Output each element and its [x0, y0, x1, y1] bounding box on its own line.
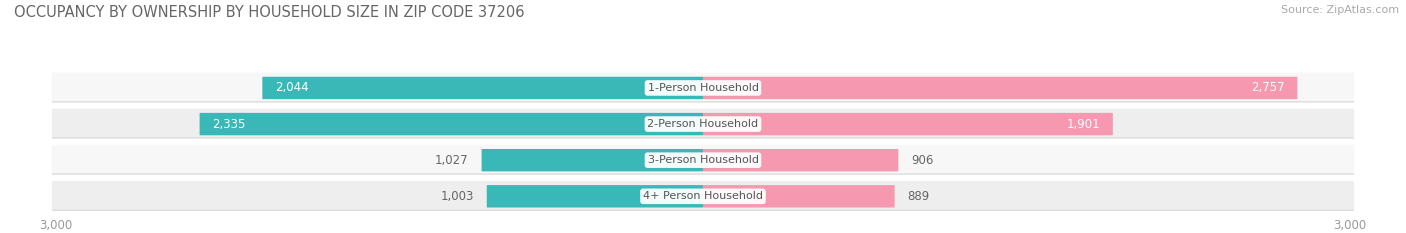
- FancyBboxPatch shape: [482, 149, 703, 171]
- FancyBboxPatch shape: [263, 77, 703, 99]
- FancyBboxPatch shape: [200, 113, 703, 135]
- Text: 889: 889: [908, 190, 929, 203]
- FancyBboxPatch shape: [703, 149, 898, 171]
- Text: 2-Person Household: 2-Person Household: [647, 119, 759, 129]
- FancyBboxPatch shape: [486, 185, 703, 208]
- FancyBboxPatch shape: [52, 146, 1354, 175]
- Text: 1-Person Household: 1-Person Household: [648, 83, 758, 93]
- Text: 1,901: 1,901: [1066, 118, 1099, 130]
- FancyBboxPatch shape: [52, 109, 1354, 137]
- FancyBboxPatch shape: [52, 74, 1354, 103]
- FancyBboxPatch shape: [703, 113, 1112, 135]
- Text: 2,044: 2,044: [276, 82, 309, 94]
- Text: Source: ZipAtlas.com: Source: ZipAtlas.com: [1281, 5, 1399, 15]
- Text: OCCUPANCY BY OWNERSHIP BY HOUSEHOLD SIZE IN ZIP CODE 37206: OCCUPANCY BY OWNERSHIP BY HOUSEHOLD SIZE…: [14, 5, 524, 20]
- Text: 3-Person Household: 3-Person Household: [648, 155, 758, 165]
- Text: 4+ Person Household: 4+ Person Household: [643, 191, 763, 201]
- FancyBboxPatch shape: [52, 182, 1354, 211]
- Text: 2,335: 2,335: [212, 118, 246, 130]
- FancyBboxPatch shape: [52, 181, 1354, 209]
- FancyBboxPatch shape: [703, 77, 1298, 99]
- FancyBboxPatch shape: [52, 145, 1354, 173]
- FancyBboxPatch shape: [52, 73, 1354, 101]
- Text: 2,757: 2,757: [1251, 82, 1285, 94]
- Text: 1,027: 1,027: [434, 154, 468, 167]
- Text: 906: 906: [911, 154, 934, 167]
- FancyBboxPatch shape: [703, 185, 894, 208]
- Text: 1,003: 1,003: [440, 190, 474, 203]
- FancyBboxPatch shape: [52, 110, 1354, 139]
